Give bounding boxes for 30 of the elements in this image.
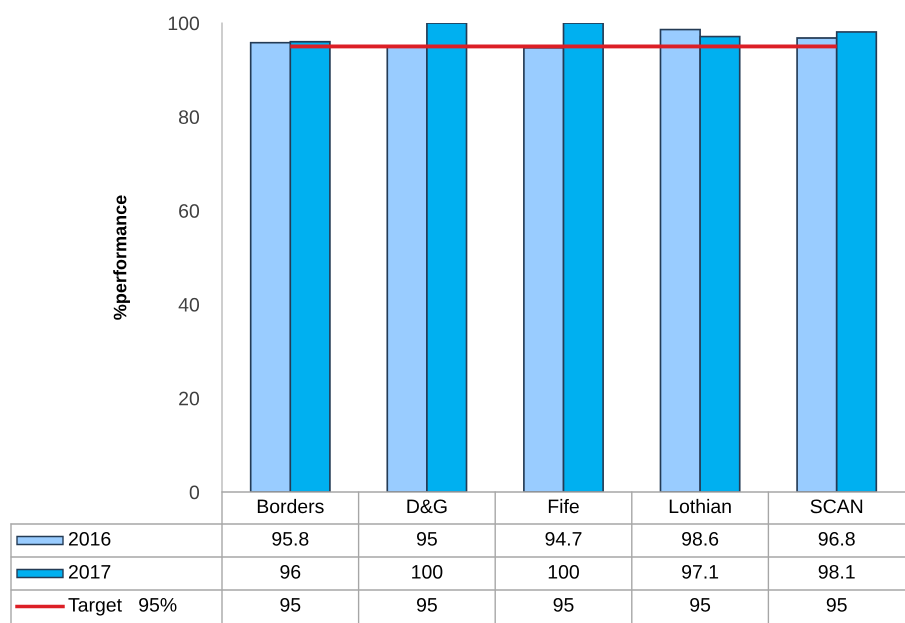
data-label: 95.8: [272, 532, 308, 546]
data-label: 100: [412, 564, 442, 579]
data-label: 95: [826, 598, 847, 612]
legend-label: 2016: [68, 532, 110, 546]
x-tick-label: D&G: [407, 499, 447, 514]
data-label: 100: [548, 564, 579, 579]
x-tick-label: Fife: [548, 498, 579, 514]
y-tick-label: 0: [190, 485, 200, 500]
y-tick-label: 40: [178, 298, 200, 312]
data-label: 95: [690, 598, 710, 612]
y-tick-label: 20: [179, 392, 200, 406]
data-label: 95: [417, 532, 437, 546]
data-label: 96: [280, 564, 300, 579]
data-label: 95: [554, 598, 574, 612]
x-tick-label: Borders: [258, 498, 324, 514]
data-label: 98.6: [682, 532, 718, 546]
legend-label: 2017: [68, 564, 110, 579]
y-axis-title: %performance: [113, 195, 130, 320]
data-label: 94.7: [545, 532, 582, 546]
data-label: 97.1: [682, 564, 718, 579]
y-tick-label: 60: [179, 204, 200, 218]
data-label: 95: [417, 598, 437, 612]
legend-label: Target 95%: [68, 598, 176, 616]
data-label: 98.1: [818, 564, 855, 579]
data-label: 95: [280, 598, 300, 612]
data-label: 96.8: [818, 532, 855, 546]
y-tick-label: 100: [168, 16, 200, 30]
x-tick-label: Lothian: [670, 498, 731, 514]
y-tick-label: 80: [178, 110, 200, 124]
x-tick-label: SCAN: [810, 499, 862, 514]
